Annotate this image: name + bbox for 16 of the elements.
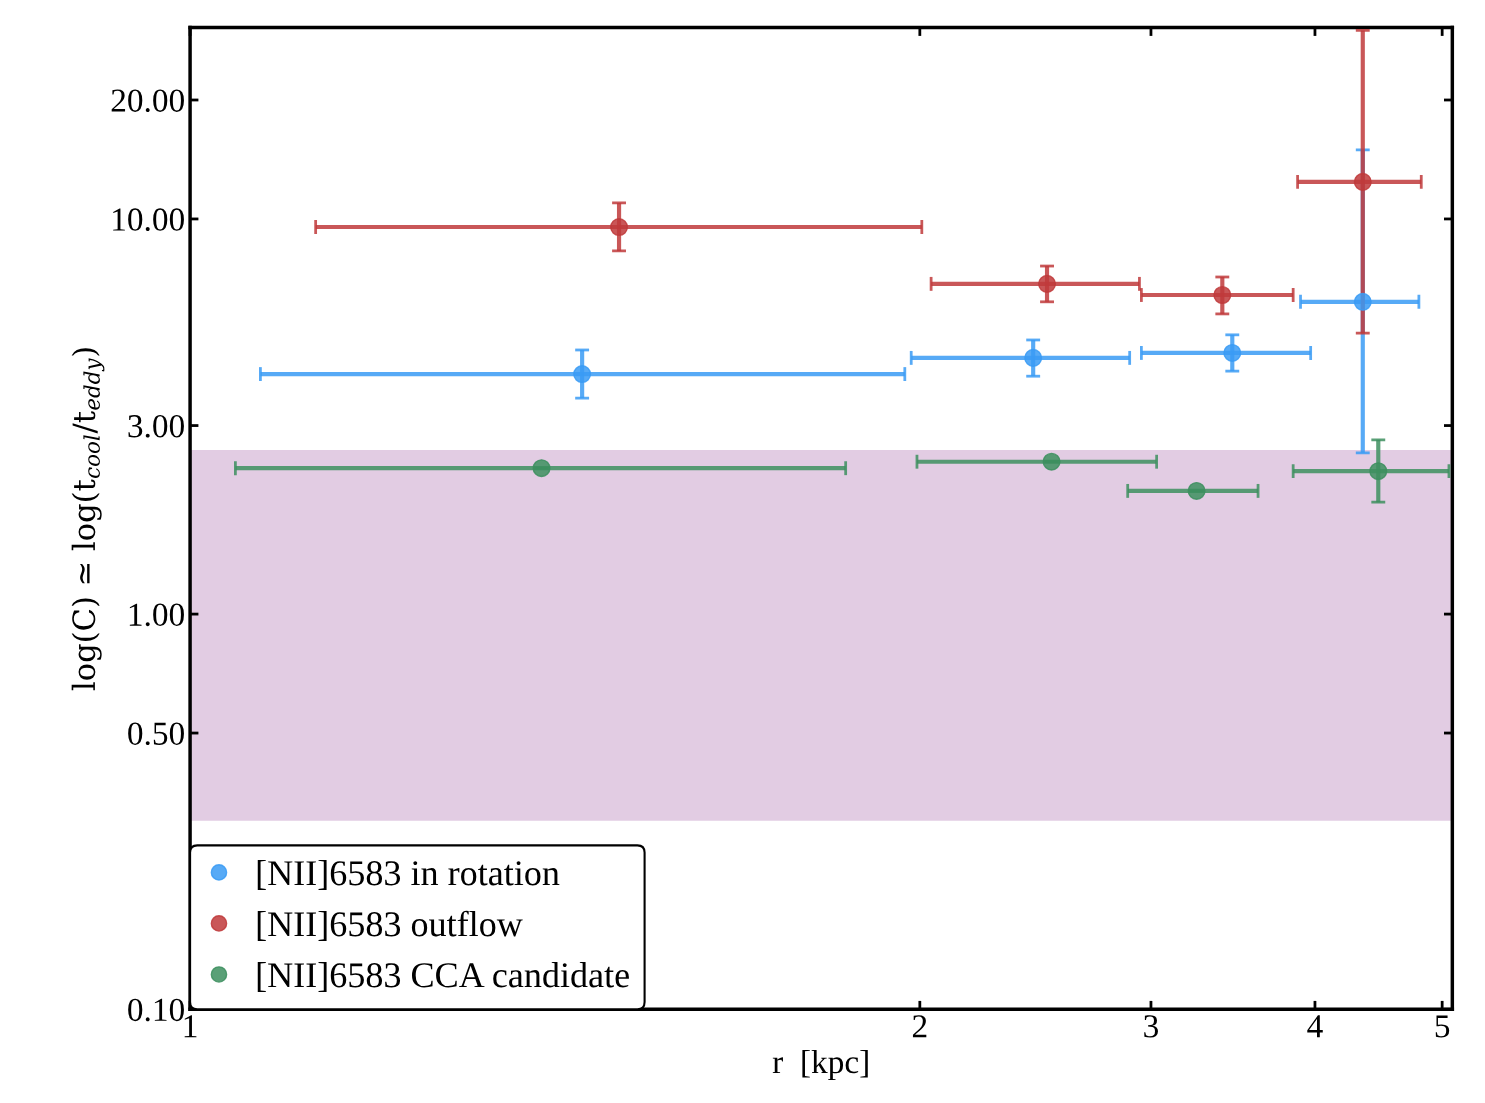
x-tick-label: 3 [1144, 1015, 1158, 1038]
x-axis-title: r [kpc] [772, 1049, 868, 1081]
y-tick-label: 10.00 [113, 208, 184, 231]
x-tick-label: 5 [1435, 1015, 1450, 1038]
legend-label: [NII]6583 in rotation [257, 860, 560, 890]
x-tick-label: 2 [912, 1015, 927, 1038]
y-tick-label: 0.50 [128, 722, 184, 746]
y-tick-label: 1.00 [129, 603, 184, 627]
legend-label: [NII]6583 CCA candidate [257, 962, 629, 992]
x-tick-label: 1 [184, 1015, 197, 1038]
y-axis-title: log(C) ≃ log(t$_{cool}$/t$_{eddy}$) [71, 348, 105, 691]
x-tick-label: 4 [1307, 1015, 1323, 1038]
y-tick-label: 0.10 [128, 998, 184, 1022]
y-tick-label: 20.00 [111, 89, 184, 113]
legend-label: [NII]6583 outflow [257, 910, 523, 941]
y-tick-label: 3.00 [128, 414, 184, 438]
